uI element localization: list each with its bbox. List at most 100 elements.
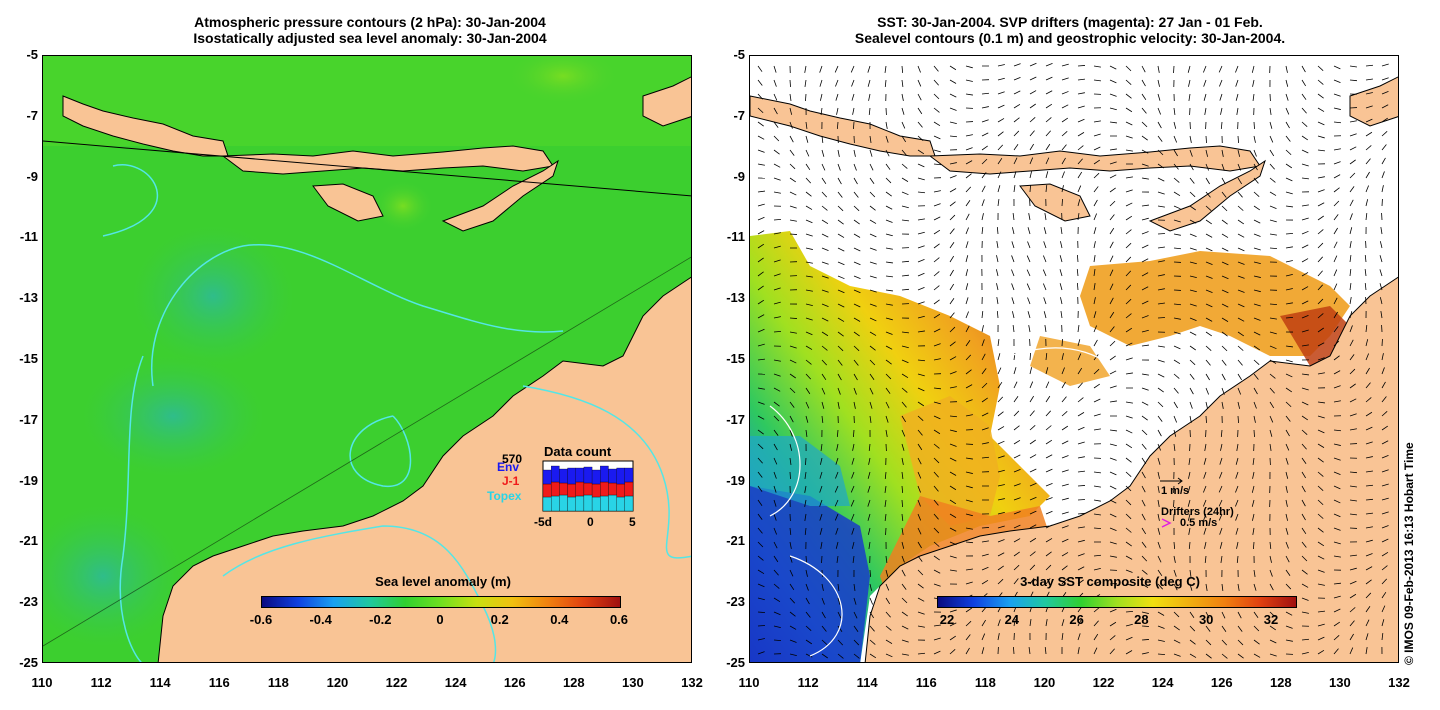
- velocity-arrow: [997, 498, 1005, 501]
- velocity-arrow: [1285, 639, 1293, 642]
- velocity-arrow: [837, 289, 845, 294]
- velocity-arrow: [917, 429, 923, 436]
- velocity-arrow: [965, 213, 970, 221]
- velocity-arrow: [869, 261, 877, 265]
- velocity-arrow: [1333, 355, 1340, 361]
- velocity-arrow: [1317, 149, 1325, 152]
- velocity-arrow: [1253, 415, 1256, 423]
- velocity-arrow: [1109, 227, 1115, 235]
- velocity-arrow: [1301, 387, 1309, 391]
- velocity-arrow: [1253, 583, 1257, 591]
- velocity-arrow: [1269, 583, 1274, 591]
- velocity-arrow: [1365, 92, 1373, 95]
- velocity-arrow: [1381, 63, 1389, 67]
- velocity-arrow: [1109, 241, 1114, 249]
- velocity-arrow: [1061, 469, 1069, 473]
- velocity-arrow: [805, 429, 808, 437]
- velocity-arrow: [1237, 345, 1244, 351]
- velocity-arrow: [869, 359, 876, 366]
- velocity-arrow: [1220, 121, 1223, 130]
- velocity-arrow: [1253, 639, 1260, 645]
- velocity-arrow: [1061, 91, 1069, 95]
- velocity-arrow: [1349, 383, 1356, 389]
- velocity-arrow: [1333, 555, 1341, 558]
- velocity-arrow: [1333, 513, 1341, 518]
- velocity-arrow: [1013, 90, 1021, 95]
- velocity-arrow: [1141, 163, 1149, 167]
- velocity-arrow: [1301, 651, 1309, 655]
- velocity-arrow: [773, 232, 781, 235]
- velocity-arrow: [1093, 499, 1101, 502]
- velocity-arrow: [1253, 359, 1260, 365]
- velocity-arrow: [757, 583, 765, 588]
- velocity-arrow: [1365, 339, 1369, 347]
- velocity-arrow: [853, 163, 857, 171]
- velocity-arrow: [773, 541, 778, 549]
- velocity-arrow: [789, 107, 793, 115]
- velocity-arrow: [981, 353, 986, 361]
- velocity-arrow: [1349, 172, 1356, 179]
- velocity-arrow: [1141, 652, 1149, 655]
- velocity-arrow: [1381, 511, 1389, 515]
- velocity-arrow: [1235, 93, 1239, 101]
- velocity-arrow: [917, 191, 926, 194]
- velocity-arrow: [821, 387, 826, 395]
- velocity-arrow: [1141, 373, 1149, 376]
- velocity-arrow: [1173, 191, 1181, 197]
- velocity-arrow: [1157, 65, 1160, 73]
- velocity-arrow: [965, 620, 972, 627]
- velocity-arrow: [869, 275, 877, 279]
- velocity-arrow: [869, 415, 872, 423]
- velocity-arrow: [901, 373, 909, 379]
- velocity-arrow: [805, 135, 809, 143]
- velocity-arrow: [1093, 554, 1102, 557]
- velocity-arrow: [1317, 229, 1324, 235]
- velocity-arrow: [1061, 633, 1064, 641]
- velocity-arrow: [773, 611, 781, 616]
- colorbar-tick: 28: [1134, 612, 1149, 627]
- velocity-arrow: [1061, 104, 1069, 109]
- right-title-line1: SST: 30-Jan-2004. SVP drifters (magenta)…: [877, 14, 1263, 30]
- velocity-arrow: [1317, 555, 1325, 560]
- velocity-arrow: [757, 285, 764, 291]
- velocity-arrow: [1349, 567, 1357, 571]
- velocity-arrow: [1044, 325, 1047, 333]
- velocity-arrow: [1093, 297, 1096, 305]
- velocity-arrow: [1093, 227, 1097, 235]
- velocity-arrow: [1317, 610, 1325, 613]
- velocity-arrow: [868, 443, 871, 452]
- velocity-arrow: [1301, 513, 1306, 521]
- velocity-arrow: [1141, 300, 1149, 305]
- sea-level-map-svg: [43, 56, 691, 662]
- velocity-arrow: [1093, 513, 1101, 516]
- velocity-arrow: [1237, 205, 1244, 211]
- velocity-arrow: [1093, 633, 1099, 641]
- velocity-arrow: [1237, 331, 1245, 337]
- velocity-arrow: [1189, 373, 1195, 380]
- velocity-arrow: [837, 205, 844, 212]
- velocity-arrow: [965, 457, 973, 460]
- velocity-arrow: [1269, 443, 1272, 451]
- velocity-arrow: [965, 485, 973, 489]
- velocity-arrow: [789, 541, 792, 549]
- velocity-arrow: [850, 499, 855, 507]
- velocity-arrow: [1026, 269, 1031, 277]
- velocity-arrow: [1269, 373, 1276, 379]
- velocity-arrow: [885, 191, 892, 197]
- velocity-arrow: [981, 566, 989, 571]
- velocity-arrow: [1252, 541, 1255, 550]
- velocity-arrow: [1189, 401, 1193, 409]
- velocity-arrow: [1157, 274, 1165, 277]
- sst-north-warm-field: [1080, 251, 1350, 356]
- velocity-arrow: [1157, 471, 1160, 479]
- velocity-arrow: [1029, 439, 1036, 445]
- velocity-arrow: [1125, 298, 1132, 305]
- left-y-tick: -19: [19, 472, 38, 488]
- velocity-arrow: [901, 121, 906, 129]
- velocity-arrow: [1317, 215, 1324, 221]
- velocity-arrow: [1381, 157, 1386, 165]
- velocity-arrow: [869, 247, 877, 251]
- velocity-arrow: [1333, 370, 1341, 375]
- velocity-arrow: [1285, 485, 1288, 493]
- velocity-arrow: [1365, 566, 1373, 571]
